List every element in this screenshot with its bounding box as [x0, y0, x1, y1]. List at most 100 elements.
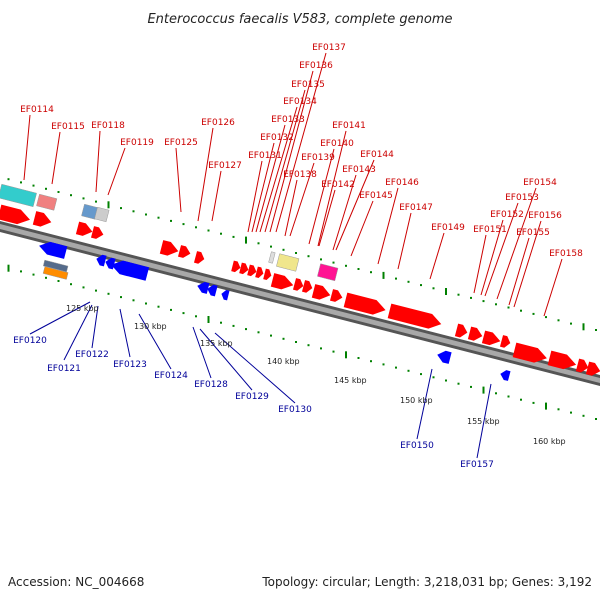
- minor-tick: [145, 302, 147, 305]
- reverse-gene-arrow: [197, 281, 210, 294]
- callout-line: [95, 130, 101, 193]
- minor-tick: [195, 315, 197, 318]
- minor-tick: [482, 300, 485, 303]
- callout-line: [332, 174, 357, 251]
- minor-tick: [82, 197, 85, 200]
- forward-gene-arrow: [159, 240, 179, 256]
- minor-tick: [570, 322, 572, 325]
- misc-feature: [0, 183, 37, 208]
- minor-tick: [420, 284, 422, 287]
- callout-line: [259, 106, 298, 233]
- forward-gene-label: EF0118: [91, 121, 125, 131]
- minor-tick: [120, 207, 122, 210]
- misc-feature: [42, 259, 69, 273]
- minor-tick: [57, 280, 60, 282]
- scale-label: 155 kbp: [467, 417, 500, 426]
- minor-tick: [470, 296, 472, 299]
- minor-tick: [107, 292, 110, 295]
- callout-line: [289, 162, 315, 237]
- minor-tick: [457, 293, 460, 296]
- minor-tick: [207, 229, 210, 232]
- minor-tick: [132, 299, 135, 302]
- minor-tick: [332, 350, 335, 353]
- minor-tick: [257, 242, 260, 245]
- misc-feature: [268, 251, 276, 264]
- minor-tick: [432, 376, 435, 379]
- minor-tick: [457, 382, 460, 385]
- minor-tick: [520, 309, 522, 312]
- minor-tick: [270, 245, 272, 248]
- reverse-gene-arrow: [207, 284, 218, 297]
- callout-line: [484, 202, 519, 297]
- forward-gene-label: EF0136: [299, 61, 333, 71]
- forward-gene-label: EF0125: [164, 138, 198, 148]
- forward-gene-label: EF0119: [120, 138, 154, 148]
- map-footer: Accession: NC_004668 Topology: circular;…: [8, 575, 592, 589]
- forward-gene-label: EF0131: [248, 151, 282, 161]
- forward-gene-arrow: [270, 273, 294, 290]
- reverse-gene-arrow: [39, 241, 68, 259]
- minor-tick: [395, 277, 397, 280]
- forward-gene-label: EF0153: [505, 193, 539, 203]
- forward-gene-label: EF0115: [51, 122, 85, 132]
- callout-line: [476, 383, 492, 459]
- minor-tick: [57, 191, 60, 193]
- forward-gene-label: EF0142: [321, 180, 355, 190]
- misc-feature: [317, 263, 339, 282]
- callout-line: [247, 160, 263, 233]
- callout-line: [508, 237, 530, 306]
- minor-tick: [495, 303, 497, 306]
- minor-tick: [182, 223, 185, 226]
- callout-line: [214, 332, 296, 404]
- callout-line: [317, 130, 347, 247]
- forward-gene-label: EF0144: [360, 150, 394, 160]
- callout-line: [496, 187, 537, 300]
- minor-tick: [307, 344, 310, 347]
- reverse-gene-label: EF0120: [13, 336, 47, 346]
- minor-tick: [20, 270, 22, 273]
- forward-gene-label: EF0127: [208, 161, 242, 171]
- minor-tick: [282, 248, 285, 251]
- major-tick: [107, 201, 110, 209]
- minor-tick: [195, 226, 197, 229]
- minor-tick: [595, 418, 597, 420]
- forward-gene-arrow: [231, 260, 241, 273]
- forward-gene-label: EF0158: [549, 249, 583, 259]
- forward-gene-label: EF0114: [20, 105, 54, 115]
- forward-gene-arrow: [247, 264, 257, 277]
- forward-scale-ticks: [7, 178, 597, 331]
- minor-tick: [320, 258, 322, 261]
- minor-tick: [382, 363, 385, 366]
- minor-tick: [70, 194, 72, 197]
- forward-gene-label: EF0154: [523, 178, 557, 188]
- major-tick: [345, 351, 347, 359]
- misc-feature: [94, 206, 110, 223]
- minor-tick: [582, 414, 585, 417]
- forward-gene-arrow: [311, 284, 331, 300]
- minor-tick: [82, 286, 85, 289]
- minor-tick: [357, 268, 360, 270]
- minor-tick: [320, 347, 322, 350]
- minor-tick: [432, 287, 435, 290]
- forward-gene-arrow: [75, 221, 93, 236]
- callout-line: [192, 326, 212, 379]
- forward-gene-arrow: [467, 326, 483, 341]
- forward-gene-arrow: [481, 330, 501, 346]
- reverse-gene-label: EF0122: [75, 350, 109, 360]
- minor-tick: [532, 312, 535, 315]
- forward-gene-label: EF0156: [528, 211, 562, 221]
- minor-tick: [370, 360, 372, 363]
- forward-gene-arrow: [0, 204, 30, 225]
- minor-tick: [532, 401, 535, 404]
- callout-line: [251, 142, 275, 233]
- callout-line: [29, 301, 91, 335]
- forward-gene-label: EF0137: [312, 43, 346, 53]
- reverse-gene-label: EF0121: [47, 364, 81, 374]
- callout-line: [284, 179, 298, 237]
- scale-label: 125 kbp: [66, 304, 99, 313]
- callout-line: [63, 304, 93, 361]
- forward-gene-label: EF0146: [385, 178, 419, 188]
- callout-line: [480, 219, 504, 296]
